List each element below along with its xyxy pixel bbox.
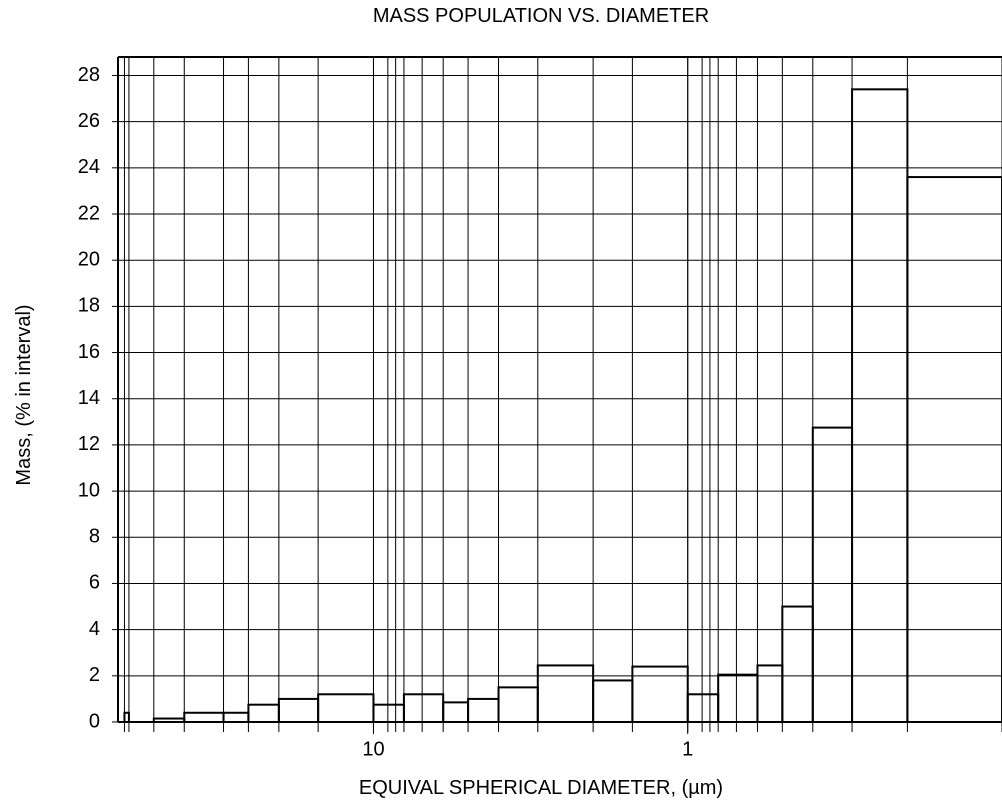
bar bbox=[811, 426, 854, 723]
bar bbox=[467, 697, 500, 724]
x-tick-label: 10 bbox=[362, 738, 384, 760]
bar bbox=[631, 665, 689, 723]
y-tick-label: 24 bbox=[78, 156, 100, 178]
bar bbox=[277, 697, 320, 724]
y-tick-label: 2 bbox=[89, 664, 100, 686]
y-tick-label: 0 bbox=[89, 710, 100, 732]
bar bbox=[497, 686, 539, 723]
bar bbox=[906, 176, 1002, 723]
bar bbox=[317, 693, 375, 724]
y-tick-label: 14 bbox=[78, 387, 100, 409]
y-tick-label: 28 bbox=[78, 64, 100, 86]
y-tick-label: 6 bbox=[89, 572, 100, 594]
bar bbox=[372, 703, 405, 724]
bar bbox=[442, 701, 470, 724]
bar bbox=[851, 88, 909, 723]
x-axis-label: EQUIVAL SPHERICAL DIAMETER, (µm) bbox=[359, 777, 723, 799]
bar bbox=[123, 711, 130, 724]
chart-title: MASS POPULATION VS. DIAMETER bbox=[373, 5, 709, 27]
y-tick-label: 26 bbox=[78, 110, 100, 132]
bar bbox=[717, 673, 759, 723]
y-tick-label: 4 bbox=[89, 618, 100, 640]
bar bbox=[686, 693, 720, 724]
bar bbox=[152, 717, 186, 723]
bar bbox=[402, 693, 445, 724]
bar bbox=[183, 711, 225, 724]
bar bbox=[756, 664, 784, 724]
y-axis-label: Mass, (% in interval) bbox=[13, 304, 35, 485]
x-tick-label: 1 bbox=[682, 738, 693, 760]
bar bbox=[222, 711, 250, 724]
y-tick-label: 8 bbox=[89, 526, 100, 548]
bar bbox=[781, 605, 814, 723]
bar bbox=[247, 703, 280, 724]
y-tick-label: 12 bbox=[78, 433, 100, 455]
bar bbox=[592, 679, 634, 723]
y-tick-label: 16 bbox=[78, 341, 100, 363]
bar bbox=[536, 664, 595, 724]
y-tick-label: 10 bbox=[78, 479, 100, 501]
y-tick-label: 20 bbox=[78, 248, 100, 270]
y-tick-label: 22 bbox=[78, 202, 100, 224]
y-tick-label: 18 bbox=[78, 295, 100, 317]
